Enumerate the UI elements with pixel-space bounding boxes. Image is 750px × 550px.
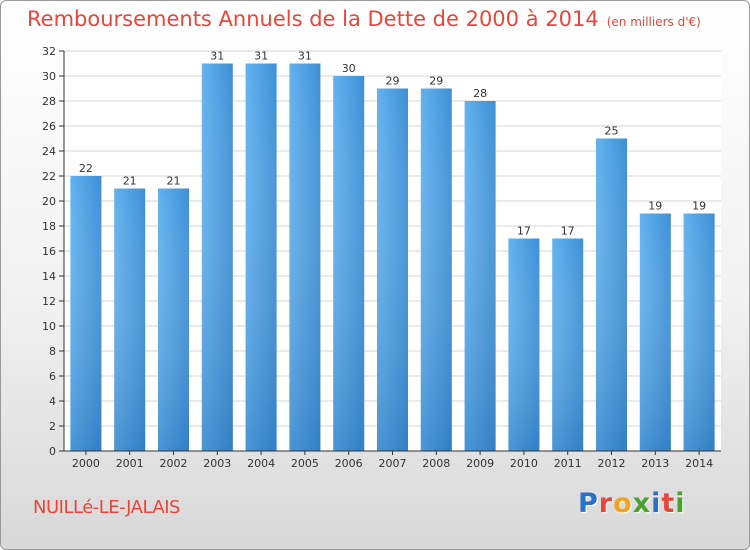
y-tick-label: 22 xyxy=(42,170,56,183)
data-label: 19 xyxy=(692,200,706,213)
y-tick-label: 20 xyxy=(42,195,56,208)
logo-letter: x xyxy=(632,488,652,519)
bar-shade xyxy=(552,238,584,451)
y-tick-label: 30 xyxy=(42,70,56,83)
y-tick-label: 16 xyxy=(42,245,56,258)
y-tick-label: 24 xyxy=(42,145,56,158)
x-tick-label: 2009 xyxy=(466,457,494,470)
data-label: 21 xyxy=(123,175,137,188)
y-tick-label: 12 xyxy=(42,295,56,308)
x-tick-label: 2010 xyxy=(510,457,538,470)
data-label: 29 xyxy=(429,75,443,88)
x-tick-label: 2006 xyxy=(335,457,363,470)
chart-unit: (en milliers d'€) xyxy=(606,15,701,29)
data-label: 31 xyxy=(254,50,268,63)
x-tick-label: 2002 xyxy=(160,457,188,470)
x-tick-label: 2014 xyxy=(685,457,713,470)
logo-letter: r xyxy=(598,488,614,519)
y-tick-label: 2 xyxy=(49,420,56,433)
commune-name: NUILLé-LE-JALAIS xyxy=(33,497,180,518)
x-tick-label: 2007 xyxy=(379,457,407,470)
data-label: 21 xyxy=(167,175,181,188)
y-tick-label: 10 xyxy=(42,320,56,333)
logo-letter: t xyxy=(661,488,676,519)
bar-shade xyxy=(683,213,715,451)
data-label: 22 xyxy=(79,162,93,175)
bar-shade xyxy=(114,188,146,451)
y-tick-label: 26 xyxy=(42,120,56,133)
x-tick-label: 2013 xyxy=(641,457,669,470)
x-tick-label: 2000 xyxy=(72,457,100,470)
y-tick-label: 18 xyxy=(42,220,56,233)
logo-letter: P xyxy=(578,488,599,519)
bar-shade xyxy=(508,238,540,451)
data-label: 17 xyxy=(561,225,575,238)
y-tick-label: 32 xyxy=(42,45,56,58)
bars xyxy=(70,63,715,451)
bar-shade xyxy=(70,176,102,451)
x-tick-label: 2003 xyxy=(203,457,231,470)
data-label: 31 xyxy=(298,50,312,63)
data-label: 30 xyxy=(342,62,356,75)
data-label: 25 xyxy=(605,125,619,138)
chart-title: Remboursements Annuels de la Dette de 20… xyxy=(27,7,701,31)
data-label: 17 xyxy=(517,225,531,238)
y-tick-label: 8 xyxy=(49,345,56,358)
y-tick-label: 28 xyxy=(42,95,56,108)
bar-shade xyxy=(639,213,671,451)
y-tick-label: 6 xyxy=(49,370,56,383)
labels: 0246810121416182022242628303222200021200… xyxy=(42,45,713,470)
x-tick-label: 2001 xyxy=(116,457,144,470)
data-label: 29 xyxy=(386,75,400,88)
proxiti-logo: Proxiti xyxy=(578,488,686,519)
axes xyxy=(59,50,721,455)
bar-shade xyxy=(333,76,365,451)
bar-shade xyxy=(420,88,452,451)
bar-shade xyxy=(377,88,408,451)
data-label: 19 xyxy=(648,200,662,213)
x-tick-label: 2004 xyxy=(247,457,275,470)
logo-letter: i xyxy=(675,488,686,519)
x-tick-label: 2008 xyxy=(422,457,450,470)
bar-shade xyxy=(245,63,277,451)
logo-letter: o xyxy=(613,488,633,519)
bar-shade xyxy=(201,63,233,451)
data-label: 28 xyxy=(473,87,487,100)
data-label: 31 xyxy=(210,50,224,63)
bar-shade xyxy=(596,138,627,451)
x-tick-label: 2011 xyxy=(554,457,582,470)
y-tick-label: 0 xyxy=(49,445,56,458)
logo-letter: i xyxy=(651,488,662,519)
bar-shade xyxy=(289,63,321,451)
y-tick-label: 4 xyxy=(49,395,56,408)
y-tick-label: 14 xyxy=(42,270,56,283)
chart-title-text: Remboursements Annuels de la Dette de 20… xyxy=(27,7,599,31)
x-tick-label: 2005 xyxy=(291,457,319,470)
bar-shade xyxy=(464,101,496,451)
bar-shade xyxy=(158,188,189,451)
x-tick-label: 2012 xyxy=(598,457,626,470)
